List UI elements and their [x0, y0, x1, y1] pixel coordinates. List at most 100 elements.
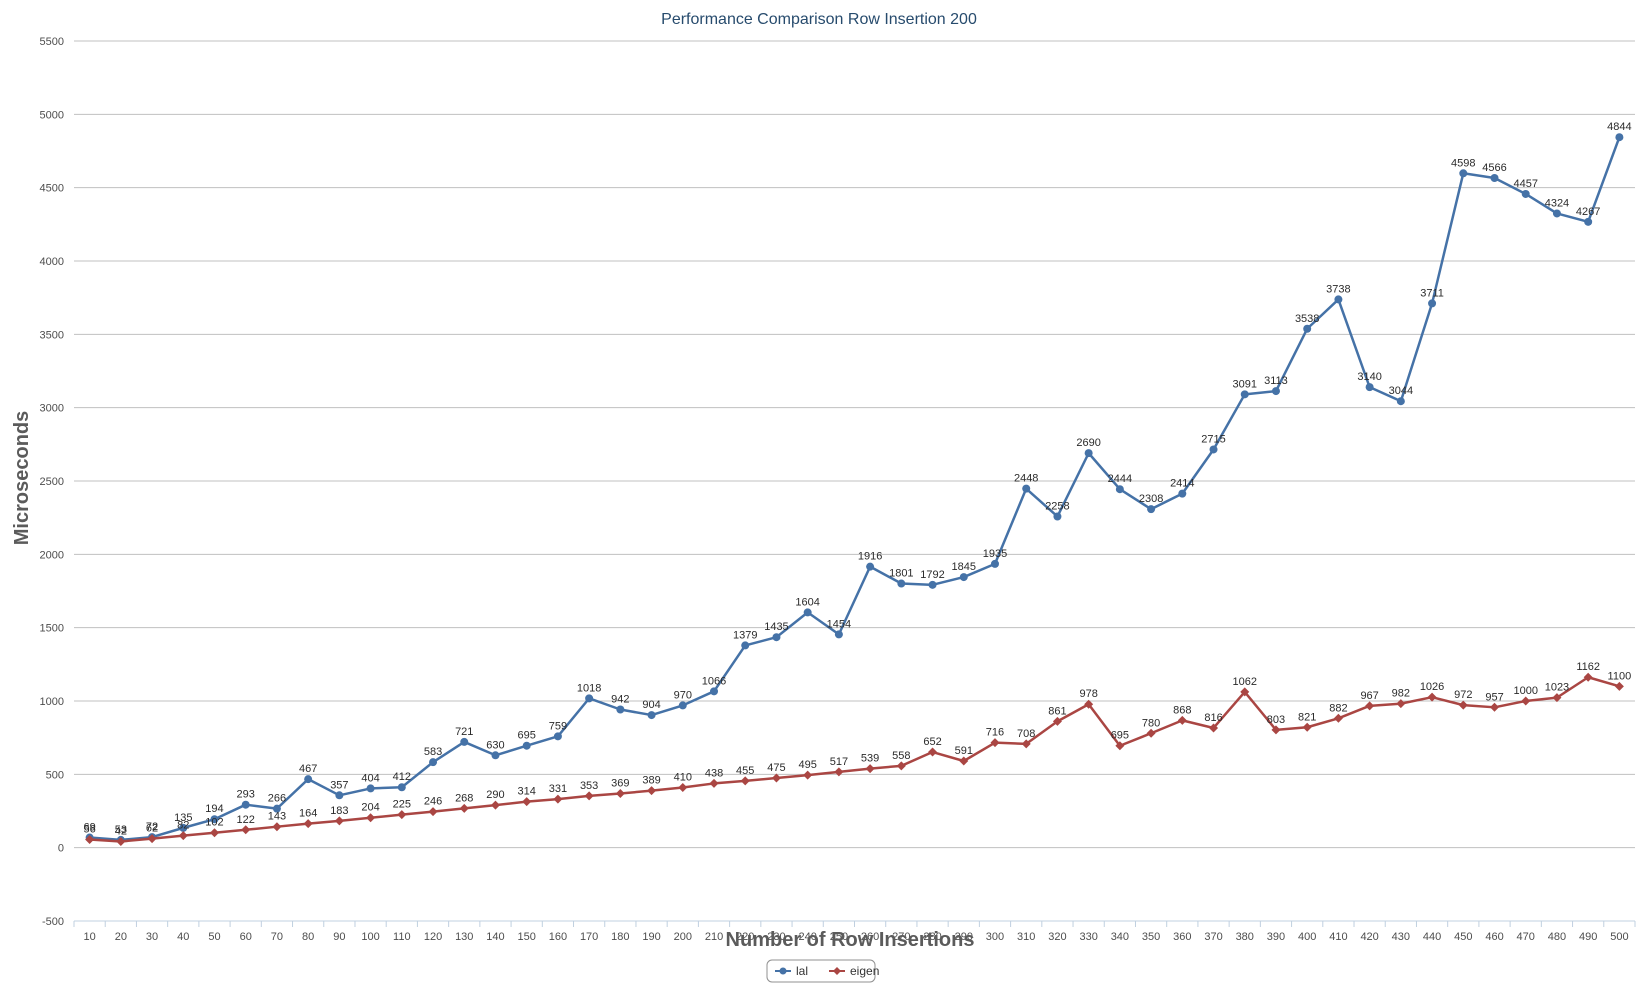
data-point-lal[interactable] [710, 687, 719, 696]
data-point-lal[interactable] [866, 562, 875, 571]
data-point-eigen[interactable] [1021, 739, 1031, 749]
data-point-eigen[interactable] [834, 767, 844, 777]
data-point-lal[interactable] [272, 804, 281, 813]
data-point-eigen[interactable] [928, 747, 938, 757]
data-point-lal[interactable] [1303, 324, 1312, 333]
data-point-eigen[interactable] [990, 738, 1000, 748]
data-point-eigen[interactable] [771, 773, 781, 783]
series-eigen[interactable] [85, 672, 1624, 847]
legend[interactable]: lal eigen [766, 959, 879, 983]
data-point-lal[interactable] [959, 573, 968, 582]
data-point-lal[interactable] [522, 741, 531, 750]
data-point-eigen[interactable] [116, 837, 126, 847]
data-point-lal[interactable] [834, 630, 843, 639]
data-point-eigen[interactable] [740, 776, 750, 786]
data-point-eigen[interactable] [1365, 701, 1375, 711]
data-point-lal[interactable] [366, 784, 375, 793]
data-point-eigen[interactable] [1458, 700, 1468, 710]
data-point-lal[interactable] [897, 579, 906, 588]
data-point-eigen[interactable] [209, 828, 219, 838]
data-point-eigen[interactable] [553, 794, 563, 804]
data-point-lal[interactable] [928, 580, 937, 589]
data-point-lal[interactable] [803, 608, 812, 617]
data-point-lal[interactable] [1240, 390, 1249, 399]
data-point-lal[interactable] [1022, 484, 1031, 493]
data-point-lal[interactable] [1365, 383, 1374, 392]
data-point-lal[interactable] [304, 775, 313, 784]
data-point-lal[interactable] [990, 559, 999, 568]
data-point-eigen[interactable] [522, 797, 532, 807]
data-point-eigen[interactable] [803, 770, 813, 780]
data-point-eigen[interactable] [584, 791, 594, 801]
data-point-lal[interactable] [1396, 397, 1405, 406]
data-point-lal[interactable] [1271, 387, 1280, 396]
data-point-lal[interactable] [429, 758, 438, 767]
data-point-eigen[interactable] [1614, 681, 1624, 691]
data-point-eigen[interactable] [397, 810, 407, 820]
data-point-lal[interactable] [241, 800, 250, 809]
data-point-lal[interactable] [647, 711, 656, 720]
data-point-eigen[interactable] [1052, 716, 1062, 726]
data-point-eigen[interactable] [1115, 741, 1125, 751]
data-point-lal[interactable] [553, 732, 562, 741]
data-point-lal[interactable] [1115, 485, 1124, 494]
series-lal[interactable] [85, 133, 1624, 844]
data-point-lal[interactable] [772, 633, 781, 642]
data-point-eigen[interactable] [334, 816, 344, 826]
data-point-eigen[interactable] [1396, 699, 1406, 709]
data-point-eigen[interactable] [896, 761, 906, 771]
data-point-eigen[interactable] [272, 822, 282, 832]
data-point-lal[interactable] [585, 694, 594, 703]
data-point-lal[interactable] [335, 791, 344, 800]
data-point-lal[interactable] [1521, 189, 1530, 198]
data-point-lal[interactable] [678, 701, 687, 710]
data-point-eigen[interactable] [147, 834, 157, 844]
data-point-lal[interactable] [1615, 133, 1624, 142]
data-point-eigen[interactable] [490, 800, 500, 810]
series-line-lal[interactable] [89, 136, 1621, 842]
data-point-eigen[interactable] [1146, 728, 1156, 738]
data-point-eigen[interactable] [1427, 692, 1437, 702]
data-point-lal[interactable] [1552, 209, 1561, 218]
data-point-eigen[interactable] [366, 813, 376, 823]
data-point-eigen[interactable] [85, 834, 95, 844]
data-point-lal[interactable] [1178, 489, 1187, 498]
data-point-eigen[interactable] [1333, 713, 1343, 723]
data-point-eigen[interactable] [1271, 725, 1281, 735]
data-point-lal[interactable] [1147, 505, 1156, 514]
data-point-eigen[interactable] [1552, 693, 1562, 703]
data-point-lal[interactable] [741, 641, 750, 650]
data-point-eigen[interactable] [615, 789, 625, 799]
data-point-eigen[interactable] [865, 764, 875, 774]
data-point-eigen[interactable] [303, 819, 313, 829]
data-point-eigen[interactable] [678, 783, 688, 793]
data-point-lal[interactable] [179, 823, 188, 832]
data-point-eigen[interactable] [241, 825, 251, 835]
data-point-eigen[interactable] [1521, 696, 1531, 706]
data-point-eigen[interactable] [178, 831, 188, 841]
legend-item-eigen[interactable]: eigen [829, 964, 879, 978]
data-point-eigen[interactable] [1084, 699, 1094, 709]
data-point-lal[interactable] [210, 815, 219, 824]
data-point-lal[interactable] [616, 705, 625, 714]
data-point-eigen[interactable] [1583, 672, 1593, 682]
data-point-lal[interactable] [1053, 512, 1062, 521]
data-point-eigen[interactable] [959, 756, 969, 766]
data-point-eigen[interactable] [647, 786, 657, 796]
data-point-lal[interactable] [1209, 445, 1218, 454]
data-point-lal[interactable] [397, 783, 406, 792]
data-point-eigen[interactable] [1177, 715, 1187, 725]
data-point-lal[interactable] [491, 751, 500, 760]
data-point-lal[interactable] [1334, 295, 1343, 304]
series-line-eigen[interactable] [89, 675, 1620, 843]
data-point-lal[interactable] [1584, 217, 1593, 226]
data-point-eigen[interactable] [1490, 702, 1500, 712]
data-point-eigen[interactable] [1240, 687, 1250, 697]
data-point-lal[interactable] [1490, 173, 1499, 182]
data-point-lal[interactable] [1459, 169, 1468, 178]
data-point-lal[interactable] [1428, 299, 1437, 308]
data-point-lal[interactable] [1084, 449, 1093, 458]
legend-item-lal[interactable]: lal [775, 964, 808, 978]
data-point-eigen[interactable] [709, 778, 719, 788]
data-point-lal[interactable] [460, 737, 469, 746]
